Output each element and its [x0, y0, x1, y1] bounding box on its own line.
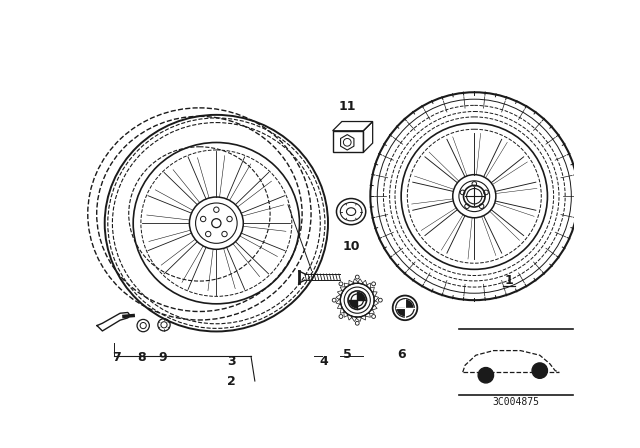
Text: 3: 3 [227, 355, 236, 368]
Wedge shape [397, 308, 405, 316]
Text: 4: 4 [320, 355, 328, 368]
Wedge shape [405, 299, 413, 308]
Wedge shape [357, 292, 365, 300]
Text: 3C004875: 3C004875 [492, 397, 540, 407]
Text: 8: 8 [138, 351, 146, 364]
Text: 5: 5 [343, 348, 351, 361]
Circle shape [478, 367, 493, 383]
Circle shape [532, 363, 547, 378]
Text: 6: 6 [397, 348, 406, 361]
Text: 9: 9 [158, 351, 167, 364]
Text: 1: 1 [504, 275, 513, 288]
Text: 7: 7 [112, 351, 120, 364]
Text: 11: 11 [339, 99, 356, 112]
Text: 10: 10 [342, 240, 360, 253]
Text: 2: 2 [227, 375, 236, 388]
Wedge shape [349, 300, 357, 309]
